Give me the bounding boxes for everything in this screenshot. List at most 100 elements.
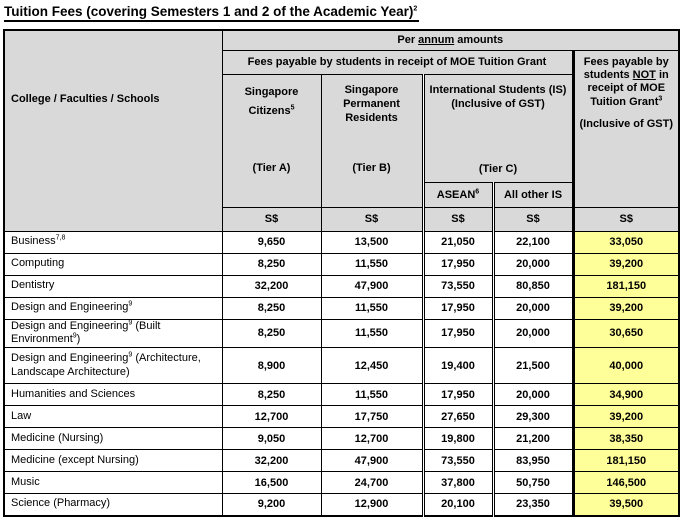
fee-all-other-is: 20,000 bbox=[491, 383, 574, 406]
fee-no-grant: 40,000 bbox=[571, 347, 680, 384]
tier-b-label: (Tier B) bbox=[320, 157, 424, 208]
document-page: Tuition Fees (covering Semesters 1 and 2… bbox=[3, 3, 681, 517]
is-header-line1: International Students (IS) bbox=[429, 83, 567, 96]
fee-all-other-is: 21,200 bbox=[491, 427, 574, 450]
fee-tier-a: 12,700 bbox=[221, 405, 322, 428]
fee-asean: 17,950 bbox=[421, 383, 494, 406]
fee-tier-b: 12,450 bbox=[320, 347, 424, 384]
row-label: Business7,8 bbox=[3, 230, 223, 254]
fee-tier-b: 12,900 bbox=[320, 493, 424, 516]
fee-row: Medicine (Nursing) 9,050 12,700 19,800 21,20… bbox=[3, 427, 680, 450]
fee-tier-b: 24,700 bbox=[320, 471, 424, 494]
fee-all-other-is: 50,750 bbox=[491, 471, 574, 494]
header-per-annum-amounts: Per annum amounts bbox=[221, 29, 680, 51]
row-label: Medicine (Nursing) bbox=[3, 427, 223, 450]
fee-asean: 73,550 bbox=[421, 274, 494, 298]
fee-tier-a: 9,050 bbox=[221, 427, 322, 450]
fee-asean: 17,950 bbox=[421, 296, 494, 320]
col-header-international-students: International Students (IS) (Inclusive o… bbox=[421, 73, 574, 157]
row-label: Medicine (except Nursing) bbox=[3, 449, 223, 472]
fee-asean: 17,950 bbox=[421, 252, 494, 276]
fee-tier-a: 32,200 bbox=[221, 449, 322, 472]
fee-no-grant: 39,200 bbox=[571, 405, 680, 428]
currency-header-all-other-is: S$ bbox=[491, 206, 574, 232]
fee-no-grant: 34,900 bbox=[571, 383, 680, 406]
fee-tier-b: 11,550 bbox=[320, 296, 424, 320]
fee-tier-a: 8,250 bbox=[221, 318, 322, 348]
col-header-not-in-receipt-grant: Fees payable by students NOT in receipt … bbox=[571, 49, 680, 208]
fee-all-other-is: 20,000 bbox=[491, 252, 574, 276]
fee-tier-a: 16,500 bbox=[221, 471, 322, 494]
fee-asean: 19,800 bbox=[421, 427, 494, 450]
currency-header-tier-a: S$ bbox=[221, 206, 322, 232]
fee-tier-a: 8,250 bbox=[221, 383, 322, 406]
fee-tier-b: 12,700 bbox=[320, 427, 424, 450]
fee-row: Humanities and Sciences 8,250 11,550 17,950… bbox=[3, 383, 680, 406]
fee-row: Computing 8,250 11,550 17,950 20,000 39,200 bbox=[3, 252, 680, 276]
fee-row: Law 12,700 17,750 27,650 29,300 39,200 bbox=[3, 405, 680, 428]
fee-tier-b: 11,550 bbox=[320, 252, 424, 276]
fee-tier-b: 13,500 bbox=[320, 230, 424, 254]
row-label: Design and Engineering9 (Built Environme… bbox=[3, 318, 223, 348]
fee-all-other-is: 20,000 bbox=[491, 318, 574, 348]
fee-tier-a: 32,200 bbox=[221, 274, 322, 298]
fee-tier-b: 11,550 bbox=[320, 383, 424, 406]
tier-c-label: (Tier C) bbox=[421, 157, 574, 183]
fee-asean: 21,050 bbox=[421, 230, 494, 254]
fee-all-other-is: 20,000 bbox=[491, 296, 574, 320]
col-header-college-faculties-schools: College / Faculties / Schools bbox=[3, 29, 223, 232]
row-label: Law bbox=[3, 405, 223, 428]
not-grant-line1: Fees payable by students NOT in receipt … bbox=[583, 55, 669, 108]
fee-tier-b: 47,900 bbox=[320, 274, 424, 298]
header-moe-grant-group: Fees payable by students in receipt of M… bbox=[221, 49, 574, 75]
row-label: Humanities and Sciences bbox=[3, 383, 223, 406]
fee-tier-b: 17,750 bbox=[320, 405, 424, 428]
row-label: Dentistry bbox=[3, 274, 223, 298]
fee-row: Design and Engineering9 8,250 11,550 17,950… bbox=[3, 296, 680, 320]
fee-all-other-is: 29,300 bbox=[491, 405, 574, 428]
fee-no-grant: 39,200 bbox=[571, 296, 680, 320]
page-title: Tuition Fees (covering Semesters 1 and 2… bbox=[4, 4, 420, 22]
currency-header-asean: S$ bbox=[421, 206, 494, 232]
fee-tier-b: 47,900 bbox=[320, 449, 424, 472]
fee-row: Business7,8 9,650 13,500 21,050 22,100 33,050 bbox=[3, 230, 680, 254]
fee-no-grant: 38,350 bbox=[571, 427, 680, 450]
fee-tier-a: 8,250 bbox=[221, 296, 322, 320]
row-label: Computing bbox=[3, 252, 223, 276]
fee-all-other-is: 80,850 bbox=[491, 274, 574, 298]
fee-no-grant: 30,650 bbox=[571, 318, 680, 348]
row-label: Design and Engineering9 (Architecture, La… bbox=[3, 347, 223, 384]
fee-row: Music 16,500 24,700 37,800 50,750 146,500 bbox=[3, 471, 680, 494]
col-header-singapore-citizens: Singapore Citizens5 bbox=[221, 73, 322, 157]
not-grant-line2: (Inclusive of GST) bbox=[579, 118, 674, 131]
fee-tier-a: 9,650 bbox=[221, 230, 322, 254]
col-header-singapore-permanent-residents: Singapore Permanent Residents bbox=[320, 73, 424, 157]
fee-asean: 27,650 bbox=[421, 405, 494, 428]
fee-all-other-is: 23,350 bbox=[491, 493, 574, 516]
row-label: Music bbox=[3, 471, 223, 494]
fee-no-grant: 181,150 bbox=[571, 449, 680, 472]
row-label: Science (Pharmacy) bbox=[3, 493, 223, 516]
tier-a-label: (Tier A) bbox=[221, 157, 322, 208]
fee-asean: 17,950 bbox=[421, 318, 494, 348]
col-header-all-other-is: All other IS bbox=[491, 181, 574, 208]
fee-no-grant: 39,200 bbox=[571, 252, 680, 276]
fee-asean: 20,100 bbox=[421, 493, 494, 516]
currency-header-tier-b: S$ bbox=[320, 206, 424, 232]
fee-no-grant: 33,050 bbox=[571, 230, 680, 254]
fee-tier-b: 11,550 bbox=[320, 318, 424, 348]
fee-tier-a: 8,250 bbox=[221, 252, 322, 276]
fee-asean: 37,800 bbox=[421, 471, 494, 494]
fee-all-other-is: 21,500 bbox=[491, 347, 574, 384]
fee-row: Medicine (except Nursing) 32,200 47,900 73,… bbox=[3, 449, 680, 472]
fee-row: Science (Pharmacy) 9,200 12,900 20,100 23,35… bbox=[3, 493, 680, 516]
fee-row: Design and Engineering9 (Architecture, La… bbox=[3, 347, 680, 384]
is-header-line2: (Inclusive of GST) bbox=[451, 97, 545, 110]
fee-row: Dentistry 32,200 47,900 73,550 80,850 181,150 bbox=[3, 274, 680, 298]
fee-no-grant: 39,500 bbox=[571, 493, 680, 516]
fee-tier-a: 9,200 bbox=[221, 493, 322, 516]
fee-no-grant: 181,150 bbox=[571, 274, 680, 298]
fee-all-other-is: 22,100 bbox=[491, 230, 574, 254]
col-header-asean: ASEAN6 bbox=[421, 181, 494, 208]
row-label: Design and Engineering9 bbox=[3, 296, 223, 320]
